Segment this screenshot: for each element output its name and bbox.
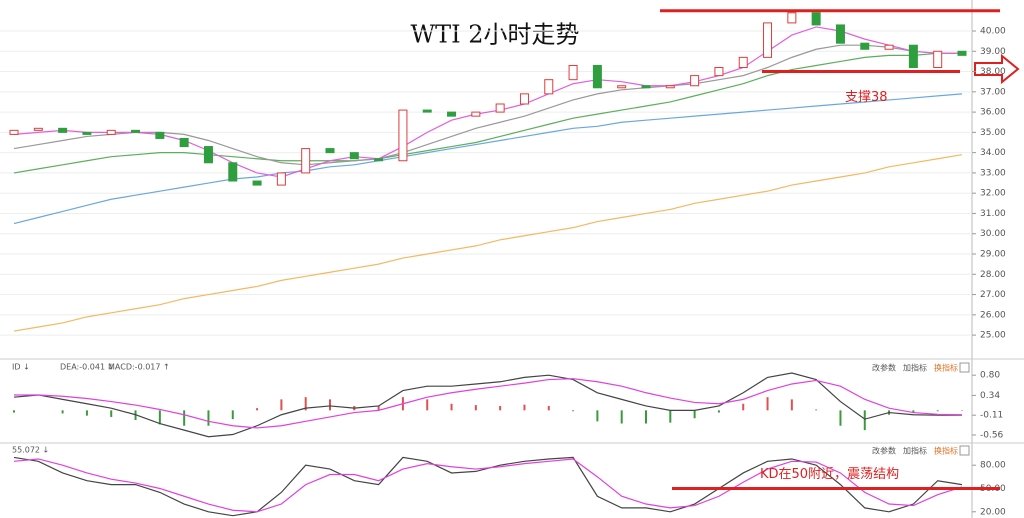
close-button[interactable] (959, 362, 970, 373)
line (13, 458, 963, 513)
y-tick-label: 37.00 (980, 87, 1006, 97)
candle (544, 79, 554, 95)
candle (495, 103, 505, 113)
line (13, 93, 963, 225)
line (13, 372, 962, 438)
y-tick-label: 26.00 (980, 310, 1006, 320)
y-tick-label: 40.00 (980, 27, 1006, 37)
annotation: 压力41 (835, 0, 878, 2)
candle (276, 172, 286, 186)
candle (447, 111, 457, 117)
y-tick-label: 29.00 (980, 250, 1006, 260)
candle (471, 111, 481, 117)
y-tick-label: -0.11 (980, 411, 1003, 421)
candle (33, 127, 43, 131)
candle (690, 75, 700, 87)
y-tick-label: 30.00 (980, 229, 1006, 239)
candle (58, 127, 68, 133)
candle (374, 158, 384, 162)
close-button[interactable] (959, 445, 970, 456)
button[interactable]: 换指标 (934, 446, 958, 456)
candle (179, 137, 189, 148)
button[interactable]: 改参数 (872, 363, 896, 373)
candle (82, 131, 92, 135)
chart-title: WTI 2小时走势 (410, 21, 579, 49)
candle (738, 56, 748, 69)
arrow (974, 53, 1020, 85)
candle (811, 12, 821, 26)
candle (422, 109, 432, 113)
y-tick-label: 39.00 (980, 47, 1006, 57)
candle (884, 44, 894, 50)
y-tick-label: 27.00 (980, 290, 1006, 300)
y-tick-label: 34.00 (980, 148, 1006, 158)
candle (592, 64, 602, 89)
y-tick-label: 32.00 (980, 189, 1006, 199)
candle (714, 67, 724, 77)
candle (641, 85, 651, 89)
button[interactable]: 换指标 (934, 363, 958, 373)
indicator-label: 55.072 ↓ (12, 446, 49, 455)
y-tick-label: 0.80 (980, 371, 1000, 381)
candle (9, 129, 19, 135)
y-tick-label: 36.00 (980, 108, 1006, 118)
candle (228, 162, 238, 182)
candle (301, 148, 311, 174)
indicator-label: ID ↓ (12, 363, 30, 372)
annotation: KD在50附近，震荡结构 (760, 467, 899, 482)
candle (908, 44, 918, 69)
candle (155, 131, 165, 139)
y-tick-label: 35.00 (980, 128, 1006, 138)
candle (787, 12, 797, 24)
candle (131, 129, 141, 133)
candle (957, 50, 967, 56)
candle (325, 148, 335, 154)
candle (860, 42, 870, 50)
y-tick-label: 20.00 (980, 507, 1006, 517)
candle (665, 85, 675, 89)
candle (568, 64, 578, 81)
y-tick-label: 38.00 (980, 67, 1006, 77)
indicator-label: MACD:-0.017 ↑ (108, 363, 170, 372)
line (13, 154, 963, 332)
y-tick-label: 33.00 (980, 168, 1006, 178)
button[interactable]: 改参数 (872, 446, 896, 456)
candle (835, 24, 845, 44)
line (13, 52, 962, 174)
line (13, 26, 962, 178)
y-tick-label: 31.00 (980, 209, 1006, 219)
candle (398, 109, 408, 162)
button[interactable]: 加指标 (903, 446, 927, 456)
y-tick-label: -0.56 (980, 430, 1004, 440)
candle (203, 146, 213, 164)
candle (617, 85, 627, 89)
indicator-label: DEA:-0.041 ↓ (60, 363, 114, 372)
y-tick-label: 80.00 (980, 461, 1006, 471)
y-tick-label: 0.34 (980, 391, 1000, 401)
line (14, 378, 963, 429)
candle (519, 93, 529, 105)
candle (349, 152, 359, 160)
y-tick-label: 28.00 (980, 270, 1006, 280)
candle (763, 22, 773, 58)
candle (106, 129, 116, 135)
button[interactable]: 加指标 (903, 363, 927, 373)
candle (933, 50, 943, 69)
annotation: 支撑38 (845, 90, 888, 105)
line (13, 44, 962, 166)
candle (252, 180, 262, 186)
y-tick-label: 25.00 (980, 331, 1006, 341)
